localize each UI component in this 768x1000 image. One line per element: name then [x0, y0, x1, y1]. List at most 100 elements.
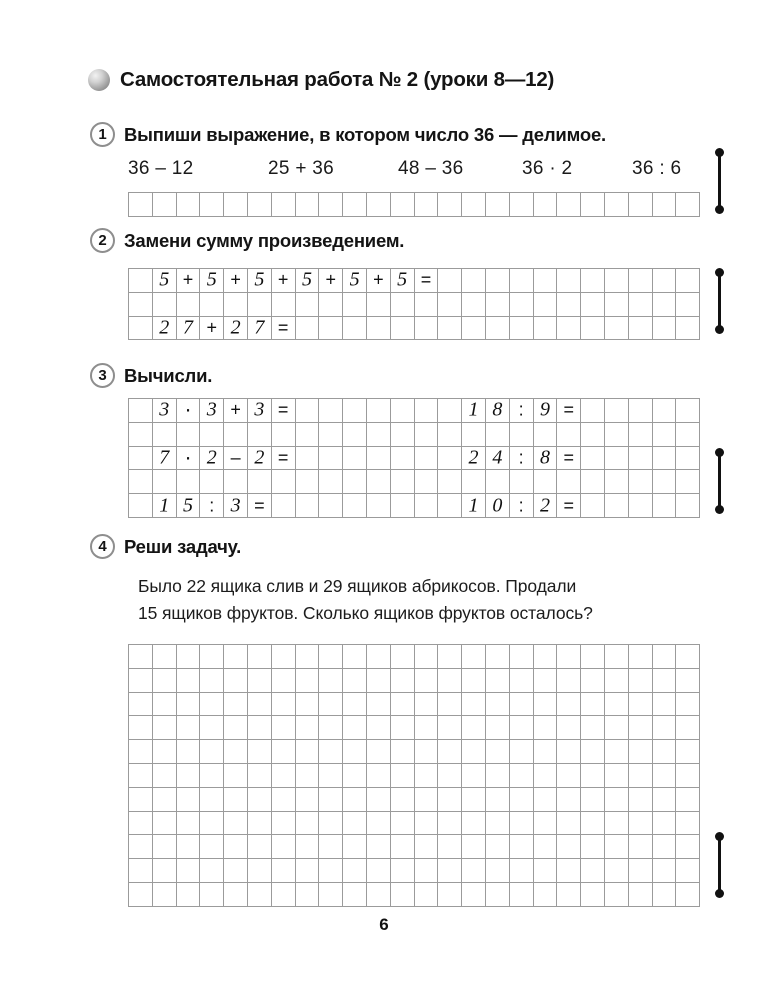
grid-cell[interactable]	[247, 292, 272, 317]
grid-cell[interactable]	[366, 787, 391, 812]
grid-cell[interactable]: 3	[247, 399, 272, 423]
grid-cell[interactable]	[509, 668, 534, 693]
grid-cell[interactable]: 2	[200, 446, 225, 471]
grid-cell[interactable]	[414, 292, 439, 317]
grid-cell[interactable]	[319, 692, 344, 717]
grid-cell[interactable]	[319, 292, 344, 317]
grid-cell[interactable]	[129, 692, 153, 717]
grid-cell[interactable]	[533, 692, 558, 717]
grid-cell[interactable]	[414, 446, 439, 471]
grid-cell[interactable]	[224, 692, 248, 717]
grid-cell[interactable]	[414, 716, 439, 741]
grid-cell[interactable]	[176, 787, 201, 812]
grid-cell[interactable]	[557, 882, 582, 907]
grid-cell[interactable]	[271, 787, 296, 812]
grid-cell[interactable]: 5	[176, 494, 201, 518]
grid-cell[interactable]	[485, 859, 510, 883]
grid-cell[interactable]: –	[224, 446, 248, 471]
grid-cell[interactable]	[581, 470, 605, 495]
grid-cell[interactable]	[462, 882, 486, 907]
grid-cell[interactable]: 5	[295, 269, 320, 293]
grid-cell[interactable]	[319, 859, 344, 883]
grid-cell[interactable]	[200, 692, 225, 717]
grid-cell[interactable]	[676, 763, 701, 788]
grid-cell[interactable]	[438, 422, 463, 447]
grid-cell[interactable]	[485, 811, 510, 836]
grid-cell[interactable]	[343, 645, 367, 669]
grid-cell[interactable]	[129, 193, 153, 217]
grid-cell[interactable]	[366, 811, 391, 836]
grid-cell[interactable]	[129, 446, 153, 471]
grid-cell[interactable]	[652, 470, 677, 495]
grid-cell[interactable]: +	[224, 269, 248, 293]
grid-cell[interactable]	[652, 716, 677, 741]
grid-cell[interactable]	[628, 399, 653, 423]
grid-cell[interactable]	[604, 835, 629, 860]
grid-cell[interactable]	[628, 763, 653, 788]
grid-cell[interactable]	[414, 763, 439, 788]
grid-cell[interactable]	[485, 422, 510, 447]
grid-cell[interactable]: ·	[176, 446, 201, 471]
grid-cell[interactable]	[176, 763, 201, 788]
grid-cell[interactable]	[390, 470, 415, 495]
grid-cell[interactable]	[224, 811, 248, 836]
grid-cell[interactable]	[319, 716, 344, 741]
grid-cell[interactable]	[676, 446, 701, 471]
grid-cell[interactable]	[176, 692, 201, 717]
grid-cell[interactable]	[652, 422, 677, 447]
grid-cell[interactable]	[390, 692, 415, 717]
grid-cell[interactable]	[390, 716, 415, 741]
grid-cell[interactable]	[438, 882, 463, 907]
grid-cell[interactable]	[295, 399, 320, 423]
grid-cell[interactable]	[366, 193, 391, 217]
grid-cell[interactable]	[652, 859, 677, 883]
grid-cell[interactable]	[176, 859, 201, 883]
grid-cell[interactable]	[200, 470, 225, 495]
grid-cell[interactable]	[581, 446, 605, 471]
grid-cell[interactable]	[676, 859, 701, 883]
grid-cell[interactable]	[438, 494, 463, 518]
grid-cell[interactable]	[509, 882, 534, 907]
grid-cell[interactable]	[152, 763, 177, 788]
grid-cell[interactable]	[438, 835, 463, 860]
grid-cell[interactable]	[129, 716, 153, 741]
grid-cell[interactable]	[343, 399, 367, 423]
grid-cell[interactable]: =	[557, 494, 582, 518]
grid-cell[interactable]: +	[224, 399, 248, 423]
grid-cell[interactable]	[533, 835, 558, 860]
grid-cell[interactable]	[485, 787, 510, 812]
grid-cell[interactable]	[676, 740, 701, 764]
grid-cell[interactable]	[366, 668, 391, 693]
grid-cell[interactable]: :	[509, 399, 534, 423]
grid-cell[interactable]	[533, 470, 558, 495]
grid-cell[interactable]: =	[557, 446, 582, 471]
grid-cell[interactable]	[224, 645, 248, 669]
grid-cell[interactable]	[129, 645, 153, 669]
grid-cell[interactable]	[414, 494, 439, 518]
grid-cell[interactable]	[604, 470, 629, 495]
grid-cell[interactable]	[247, 763, 272, 788]
grid-cell[interactable]	[390, 494, 415, 518]
grid-cell[interactable]	[390, 399, 415, 423]
grid-cell[interactable]	[485, 470, 510, 495]
grid-cell[interactable]	[557, 316, 582, 341]
grid-cell[interactable]	[343, 740, 367, 764]
grid-cell[interactable]	[485, 835, 510, 860]
grid-cell[interactable]	[271, 692, 296, 717]
grid-cell[interactable]	[462, 835, 486, 860]
grid-cell[interactable]	[152, 787, 177, 812]
grid-cell[interactable]	[390, 422, 415, 447]
grid-cell[interactable]	[628, 668, 653, 693]
grid-cell[interactable]	[152, 422, 177, 447]
grid-cell[interactable]	[176, 645, 201, 669]
grid-cell[interactable]	[366, 316, 391, 341]
grid-cell[interactable]	[414, 422, 439, 447]
grid-cell[interactable]	[271, 668, 296, 693]
grid-cell[interactable]: 7	[152, 446, 177, 471]
grid-cell[interactable]	[581, 668, 605, 693]
grid-cell[interactable]: =	[271, 446, 296, 471]
grid-cell[interactable]	[366, 494, 391, 518]
grid-cell[interactable]	[200, 811, 225, 836]
grid-cell[interactable]	[676, 494, 701, 518]
grid-cell[interactable]	[652, 193, 677, 217]
